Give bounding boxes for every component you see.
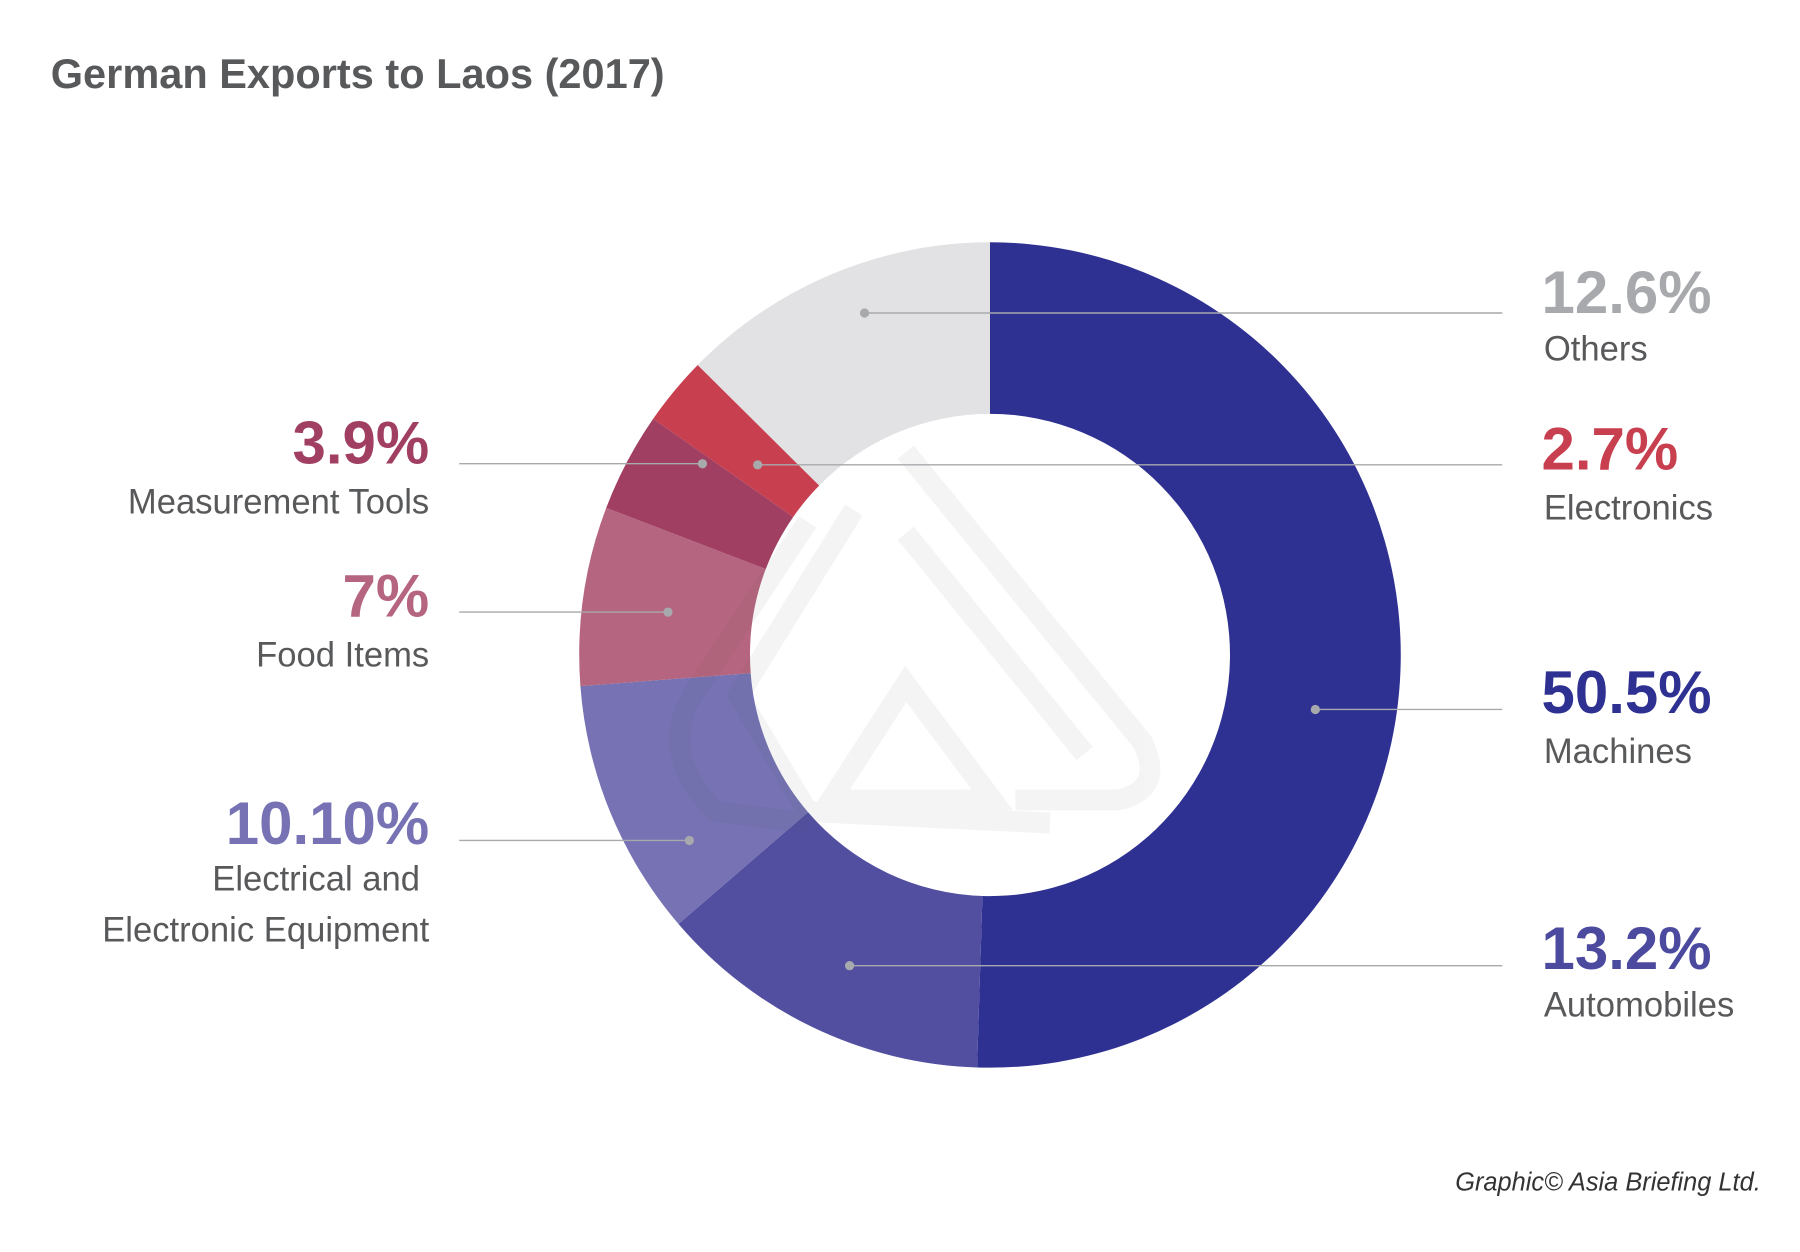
leader-dot: [753, 460, 763, 470]
category-label: Electrical and: [212, 860, 420, 898]
watermark-logo: [669, 445, 1161, 834]
slice-food-items: [579, 507, 766, 687]
credit: Graphic© Asia Briefing Ltd.: [1455, 1169, 1761, 1197]
category-label: Electronic Equipment: [102, 911, 429, 949]
donut: [579, 242, 1401, 1068]
leader-dot: [844, 961, 855, 971]
slice-electronics: [653, 365, 820, 517]
leader-dot: [663, 607, 673, 617]
slice-others: [697, 242, 990, 486]
slice-machines: [977, 242, 1401, 1068]
value-label: 13.2%: [1542, 915, 1712, 982]
leader-dot: [859, 308, 870, 318]
category-label: Food Items: [256, 637, 429, 675]
category-label: Others: [1544, 330, 1648, 368]
labels: 50.5%Machines13.2%Automobiles10.10%Elect…: [102, 259, 1734, 1025]
leader-dot: [684, 835, 694, 846]
category-label: Machines: [1544, 733, 1692, 771]
category-label: Measurement Tools: [128, 483, 429, 521]
category-label: Automobiles: [1544, 987, 1734, 1025]
value-label: 50.5%: [1542, 659, 1712, 726]
leader-lines: [459, 308, 1503, 971]
category-label: Electronics: [1544, 489, 1713, 527]
value-label: 2.7%: [1542, 415, 1679, 482]
value-label: 3.9%: [293, 410, 430, 477]
slice-measurement-tools: [606, 418, 794, 570]
value-label: 12.6%: [1542, 259, 1712, 326]
leader-dot: [697, 459, 708, 469]
chart-title: German Exports to Laos (2017): [51, 50, 665, 97]
value-label: 10.10%: [226, 790, 429, 857]
slice-automobiles: [678, 812, 983, 1068]
leader-dot: [1310, 704, 1320, 715]
slice-electrical-and-electronic-equipment: [580, 673, 808, 924]
value-label: 7%: [343, 563, 430, 630]
